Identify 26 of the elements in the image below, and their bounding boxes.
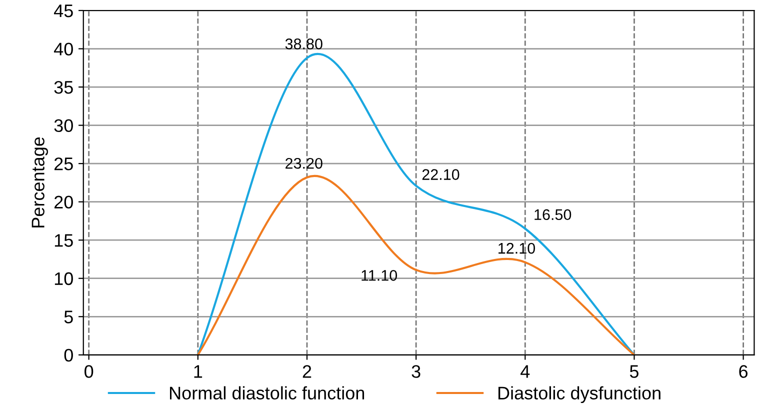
x-tick-label: 6 [739, 365, 748, 378]
y-tick-label: 10 [54, 272, 73, 286]
data-label: 23.20 [286, 158, 322, 169]
x-tick-label: 3 [412, 365, 420, 378]
data-label: 22.10 [422, 169, 460, 180]
legend-label: Diastolic dysfunction [498, 386, 660, 404]
y-tick-label: 0 [64, 348, 73, 362]
y-tick-label: 45 [54, 4, 73, 18]
x-tick-label: 0 [84, 365, 94, 378]
y-axis-title: Percentage [32, 137, 48, 228]
y-tick-label: 40 [54, 42, 73, 56]
data-label: 12.10 [498, 242, 535, 254]
x-tick-label: 4 [520, 365, 530, 378]
y-tick-label: 20 [54, 196, 73, 209]
y-tick-label: 15 [54, 234, 73, 247]
y-tick-label: 30 [54, 119, 73, 132]
data-label: 16.50 [534, 209, 572, 220]
y-tick-label: 35 [54, 80, 73, 94]
y-tick-label: 25 [54, 158, 73, 170]
legend-label: Normal diastolic function [170, 386, 364, 400]
x-tick-label: 5 [630, 365, 638, 378]
data-label: 38.80 [285, 38, 322, 50]
x-tick-label: 2 [302, 365, 312, 378]
y-tick-label: 5 [64, 310, 73, 324]
x-tick-label: 1 [194, 365, 202, 378]
data-label: 11.10 [362, 270, 398, 281]
